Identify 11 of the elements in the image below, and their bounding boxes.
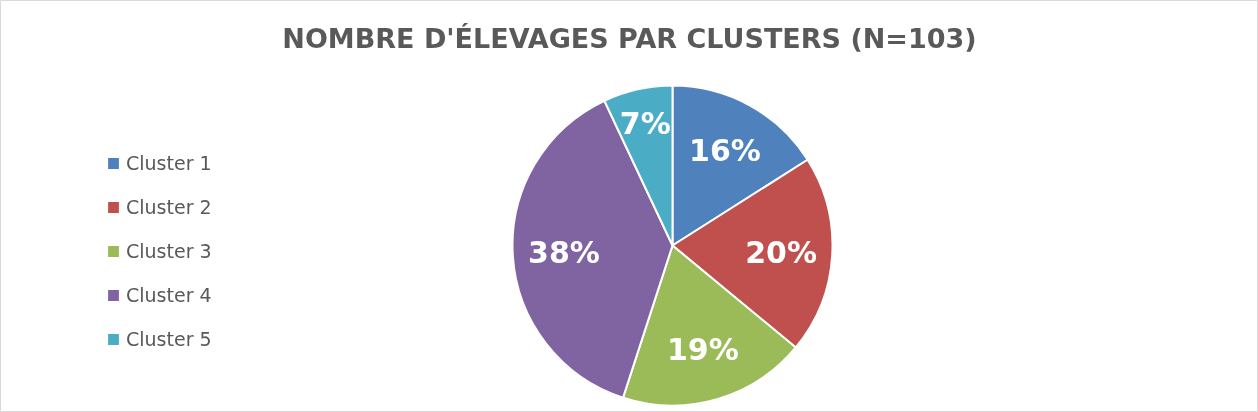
legend-label: Cluster 4 <box>126 284 212 306</box>
legend-label: Cluster 2 <box>126 196 212 218</box>
data-label: 7% <box>619 106 671 142</box>
chart-title: NOMBRE D'ÉLEVAGES PAR CLUSTERS (N=103) <box>282 22 977 54</box>
data-label: 19% <box>666 332 739 368</box>
legend-label: Cluster 3 <box>126 240 212 262</box>
data-label: 20% <box>745 234 817 270</box>
data-label: 38% <box>528 234 600 270</box>
data-label: 16% <box>689 132 761 168</box>
legend-label: Cluster 5 <box>126 328 212 350</box>
legend-label: Cluster 1 <box>126 152 212 174</box>
